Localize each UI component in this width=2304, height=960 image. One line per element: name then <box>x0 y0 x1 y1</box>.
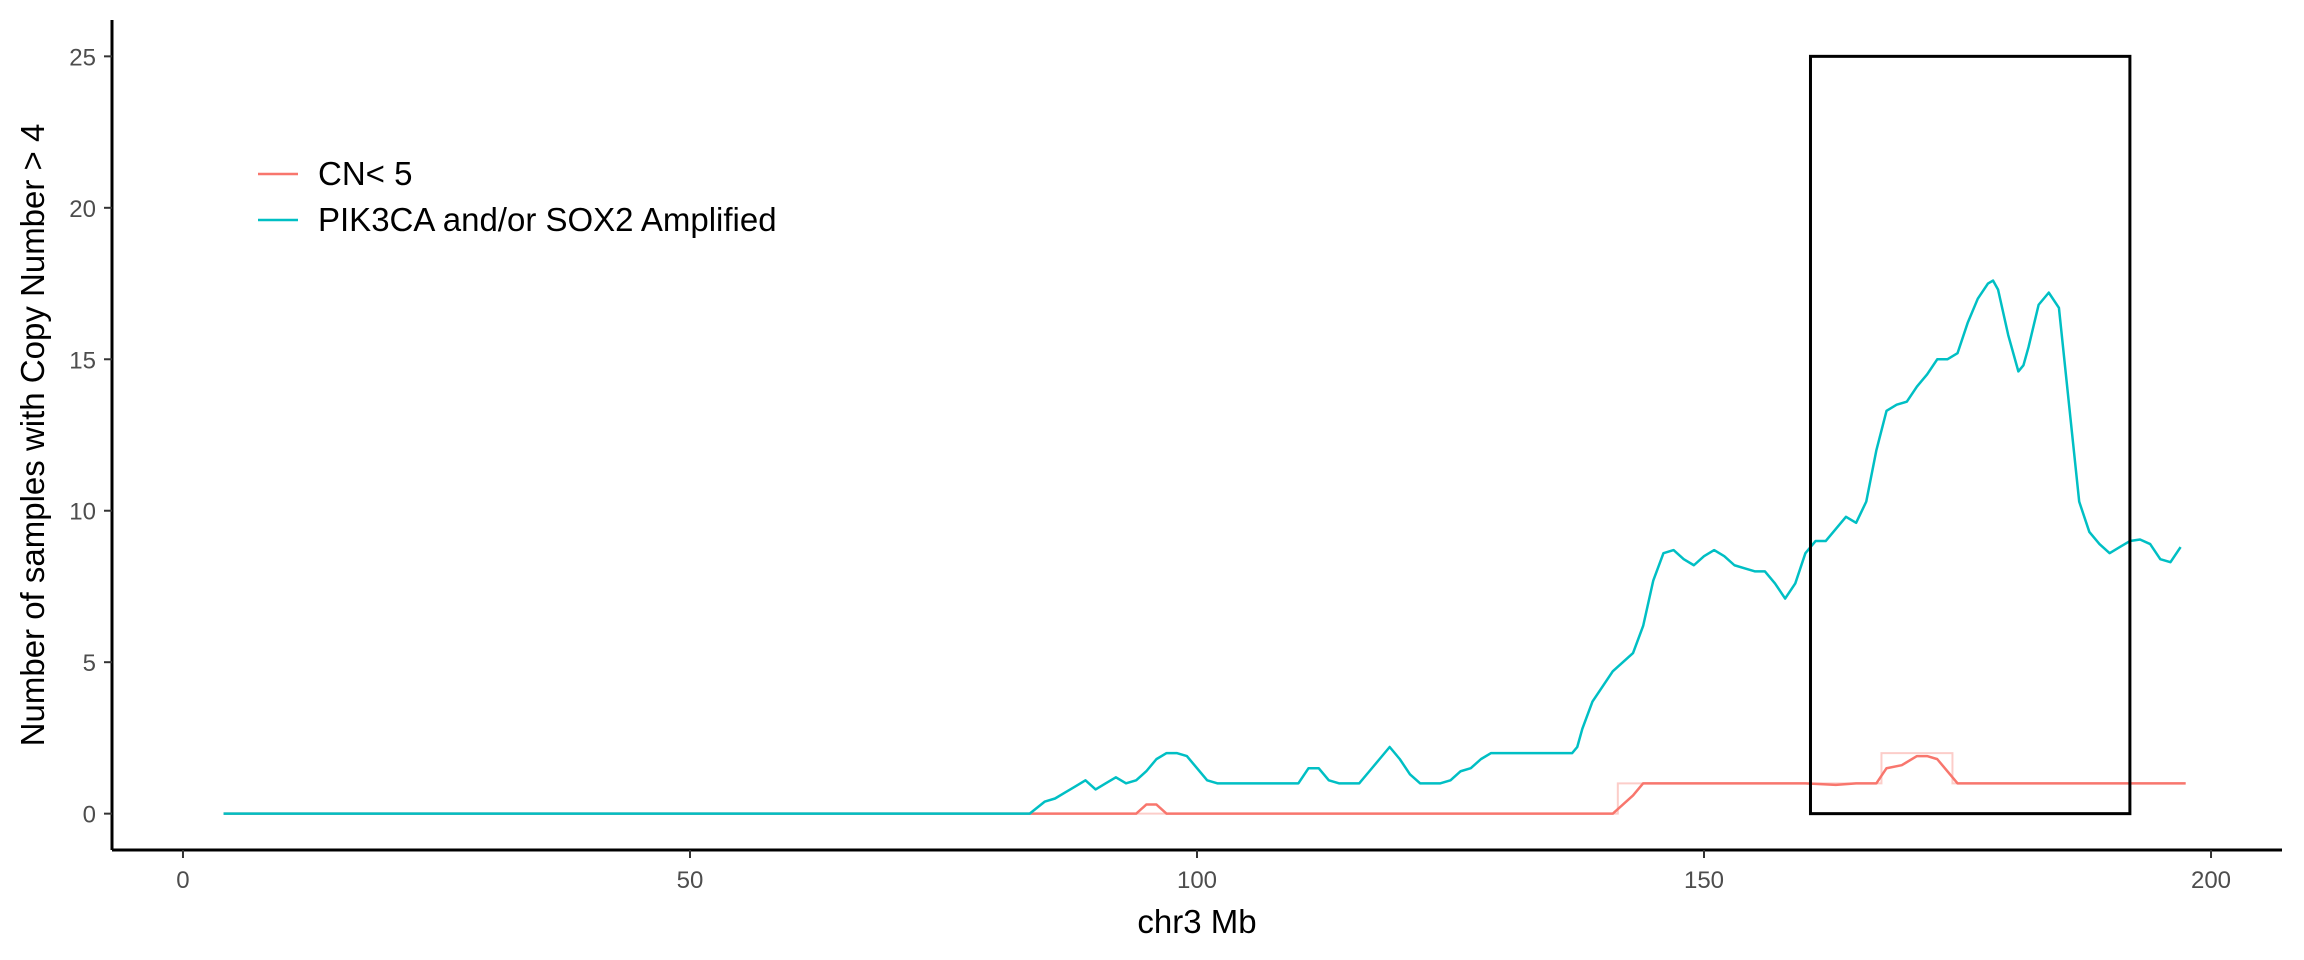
x-tick-label: 200 <box>2191 867 2231 894</box>
y-tick-label: 5 <box>83 650 96 677</box>
y-tick-label: 0 <box>83 802 96 829</box>
highlight-box <box>1808 54 2132 816</box>
y-axis-title: Number of samples with Copy Number > 4 <box>14 124 51 747</box>
series-line-amplified <box>223 279 2182 815</box>
x-tick-label: 150 <box>1684 867 1724 894</box>
smoothed-line-layer <box>223 279 2186 815</box>
legend-label: CN< 5 <box>318 155 412 192</box>
y-axis-ticks: 0 5 10 15 20 25 <box>69 44 112 829</box>
y-tick-label: 25 <box>69 44 96 71</box>
raw-series-cn-lt-5 <box>223 752 2186 815</box>
legend-label: PIK3CA and/or SOX2 Amplified <box>318 201 777 238</box>
raw-step-layer <box>223 752 2186 815</box>
legend: CN< 5 PIK3CA and/or SOX2 Amplified <box>258 155 777 238</box>
y-tick-label: 15 <box>69 347 96 374</box>
series-line-cn-lt-5 <box>223 754 2186 815</box>
x-tick-label: 0 <box>176 867 189 894</box>
x-tick-label: 50 <box>677 867 704 894</box>
y-tick-label: 20 <box>69 196 96 223</box>
x-tick-label: 100 <box>1177 867 1217 894</box>
y-tick-label: 10 <box>69 499 96 526</box>
x-axis-ticks: 0 50 100 150 200 <box>176 850 2231 894</box>
x-axis-title: chr3 Mb <box>1137 903 1256 940</box>
